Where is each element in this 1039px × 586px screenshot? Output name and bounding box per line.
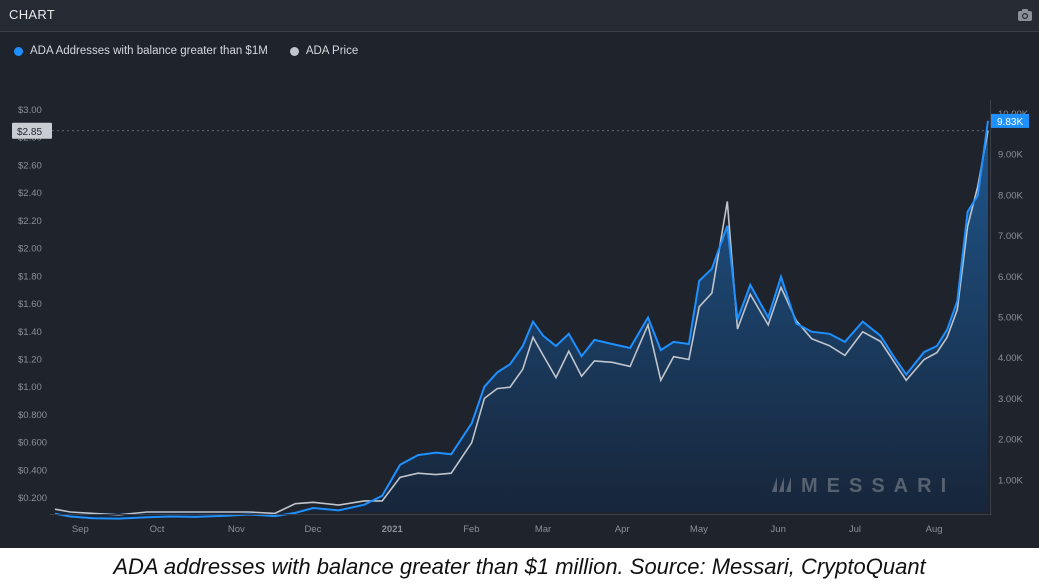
legend-dot-price (289, 46, 299, 56)
x-axis-line (50, 514, 992, 515)
y-left-tick-label: $2.60 (18, 160, 42, 171)
y-left-tick-label: $1.60 (18, 299, 42, 310)
y-left-tick-label: $0.200 (18, 493, 47, 504)
y-right-tick-label: 2.00K (998, 435, 1023, 446)
y-left-tick-label: $1.20 (18, 355, 42, 366)
chart-legend: ADA Addresses with balance greater than … (14, 42, 380, 60)
y-left-tick-label: $2.20 (18, 216, 42, 227)
y-right-tick-label: 8.00K (998, 190, 1023, 201)
y-right-tick-label: 5.00K (998, 313, 1023, 324)
y-right-tick-label: 3.00K (998, 394, 1023, 405)
current-addresses-badge (991, 113, 1029, 128)
x-tick-label: Jul (849, 524, 861, 535)
y-left-tick-label: $2.40 (18, 188, 42, 199)
y-right-tick-label: 9.00K (998, 150, 1023, 161)
x-tick-label: Nov (228, 524, 245, 535)
legend-label-addresses: ADA Addresses with balance greater than … (30, 45, 268, 57)
x-tick-label: Apr (615, 524, 630, 535)
y-left-tick-label: $0.800 (18, 410, 47, 421)
current-price-label: $2.85 (17, 127, 42, 138)
legend-dot-addresses (14, 46, 23, 56)
panel-title: CHART (9, 7, 56, 22)
y-right-tick-label: 4.00K (998, 353, 1023, 364)
y-right-tick-label: 7.00K (998, 231, 1023, 242)
x-tick-label: Feb (463, 524, 479, 535)
addresses-area (55, 120, 988, 519)
right-axis-line (990, 100, 991, 514)
chart-svg: $0.200 $0.400 $0.600 $0.800 $1.00 $1.20 $1.40 $… (12, 100, 1029, 535)
current-addresses-label: 9.83K (997, 117, 1023, 128)
legend-label-price: ADA Price (305, 45, 359, 57)
camera-icon[interactable] (1017, 8, 1033, 22)
y-left-tick-label: $0.400 (18, 465, 47, 476)
chart-panel: CHART ADA Addresses with balance greater… (0, 0, 1039, 548)
legend-item-addresses[interactable]: ADA Addresses with balance greater than … (14, 45, 268, 57)
messari-logo-icon (772, 477, 791, 492)
y-left-tick-label: $1.00 (18, 382, 42, 393)
messari-watermark: MESSARI (772, 475, 955, 497)
y-right-tick-label: 6.00K (998, 272, 1023, 283)
y-left-tick-label: $3.00 (18, 105, 42, 116)
x-tick-label: Dec (304, 524, 321, 535)
x-tick-label: Aug (926, 524, 943, 535)
price-line (54, 130, 989, 516)
y-right-tick-label: 1.00K (998, 475, 1023, 486)
figure-caption: ADA addresses with balance greater than … (113, 554, 926, 579)
y-left-tick-label: $1.80 (18, 271, 42, 282)
y-left-tick-label: $1.40 (18, 327, 42, 338)
x-tick-label: 2021 (382, 524, 404, 535)
watermark-text: MESSARI (801, 475, 955, 497)
legend-item-price[interactable]: ADA Price (289, 45, 359, 57)
x-tick-label: Mar (535, 524, 551, 535)
x-tick-label: Jun (771, 524, 786, 535)
x-tick-label: Sep (72, 524, 89, 535)
y-left-tick-label: $2.00 (18, 244, 42, 255)
y-left-tick-label: $0.600 (18, 438, 47, 449)
x-tick-label: Oct (150, 524, 165, 535)
current-price-badge (12, 122, 52, 139)
x-tick-label: May (690, 524, 708, 535)
panel-header: CHART (0, 0, 1039, 32)
